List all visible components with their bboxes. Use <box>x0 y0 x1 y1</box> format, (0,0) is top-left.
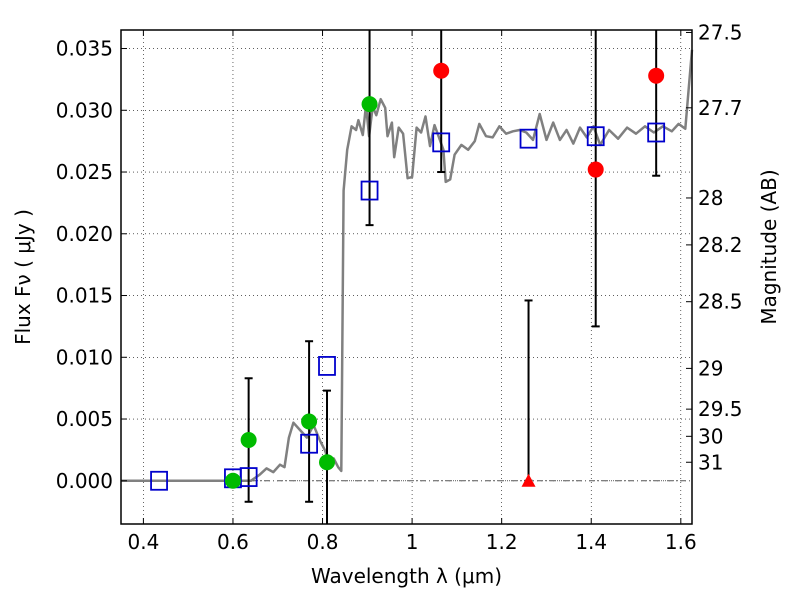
y-tick-label: 0.015 <box>56 284 113 308</box>
x-tick-label: 0.8 <box>307 530 339 554</box>
model-photometry-square <box>239 467 258 487</box>
nir-photometry-point <box>587 161 604 178</box>
y-tick-label: 0.025 <box>56 160 113 184</box>
optical-photometry-point <box>361 96 378 113</box>
nir-photometry-point <box>433 62 450 79</box>
model-photometry-square <box>150 470 168 491</box>
photometry-markers <box>150 62 666 491</box>
nir-photometry-point <box>648 67 665 84</box>
mag-tick-label: 30 <box>698 424 723 448</box>
grid <box>121 30 692 524</box>
x-tick-label: 1.4 <box>575 530 607 554</box>
model-photometry-square <box>300 433 318 454</box>
x-tick-label: 0.4 <box>127 530 159 554</box>
mag-tick-label: 29 <box>698 356 723 380</box>
mag-tick-label: 31 <box>698 450 723 474</box>
axis-ticks: 0.4 0.6 0.8 1 1.2 1.4 1.6 0.000 0.005 0.010 0.015 0… <box>56 20 743 554</box>
optical-photometry-point <box>224 472 241 489</box>
model-photometry-square <box>586 126 605 147</box>
y-axis-label: Flux Fν ( μJy ) <box>11 209 35 345</box>
model-spectrum-line <box>121 49 694 483</box>
mag-tick-label: 27.5 <box>698 20 743 44</box>
model-photometry-square <box>647 122 666 143</box>
y-tick-label: 0.020 <box>56 222 113 246</box>
model-photometry-square <box>519 128 538 149</box>
model-photometry-square <box>432 132 451 153</box>
x-tick-label: 0.6 <box>217 530 249 554</box>
error-bars <box>244 30 661 524</box>
mag-tick-label: 28.2 <box>698 233 743 257</box>
model-photometry-square <box>360 180 379 201</box>
optical-photometry-point <box>319 454 336 471</box>
magnitude-axis-label: Magnitude (AB) <box>757 169 781 324</box>
x-tick-label: 1.6 <box>665 530 697 554</box>
mag-tick-label: 28 <box>698 186 723 210</box>
upper-limit-triangle <box>521 473 536 487</box>
x-tick-label: 1.2 <box>486 530 518 554</box>
mag-tick-label: 28.5 <box>698 290 743 314</box>
plot-frame <box>120 29 693 525</box>
y-tick-label: 0.000 <box>56 469 113 493</box>
optical-photometry-point <box>301 413 318 430</box>
y-tick-label: 0.010 <box>56 345 113 369</box>
optical-photometry-point <box>240 432 257 449</box>
x-tick-label: 1 <box>406 530 419 554</box>
mag-tick-label: 27.7 <box>698 96 743 120</box>
y-tick-label: 0.005 <box>56 407 113 431</box>
x-axis-label: Wavelength λ (μm) <box>311 564 502 588</box>
model-spectrum <box>121 49 694 483</box>
y-tick-label: 0.035 <box>56 37 113 61</box>
mag-tick-label: 29.5 <box>698 397 743 421</box>
y-tick-label: 0.030 <box>56 98 113 122</box>
model-photometry-square <box>318 356 336 376</box>
